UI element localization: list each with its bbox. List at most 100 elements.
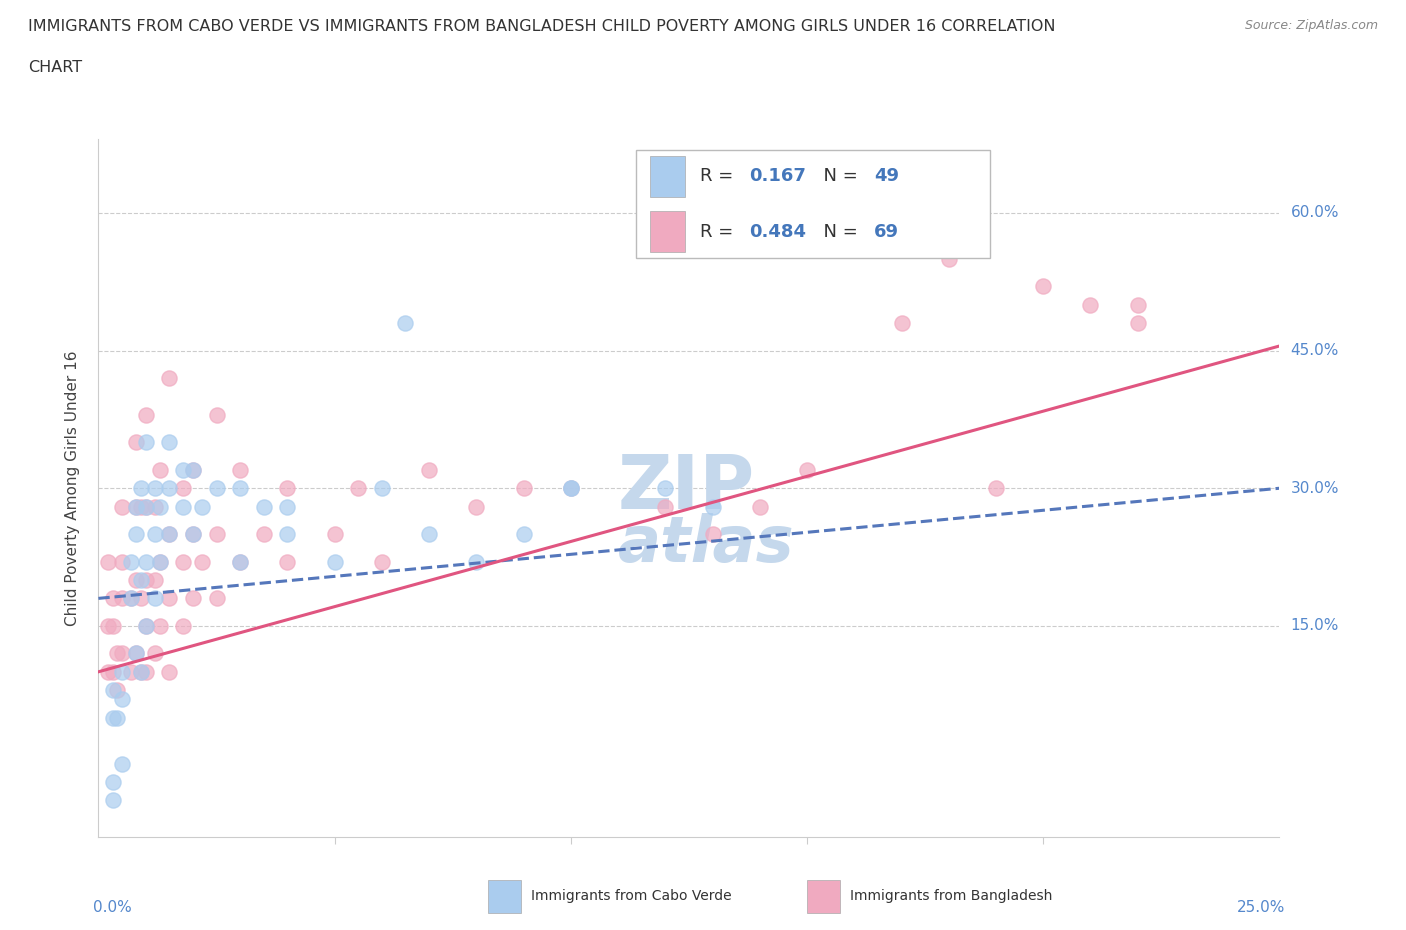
Point — [371, 481, 394, 496]
Point — [157, 526, 180, 541]
Point — [105, 683, 128, 698]
FancyBboxPatch shape — [807, 880, 841, 913]
Text: 15.0%: 15.0% — [1291, 618, 1339, 633]
Point — [143, 481, 166, 496]
Point — [105, 711, 128, 725]
Text: 0.167: 0.167 — [749, 167, 806, 185]
Point — [1080, 298, 1102, 312]
Text: R =: R = — [700, 222, 738, 241]
Point — [1126, 298, 1149, 312]
Point — [101, 711, 124, 725]
Point — [181, 591, 204, 605]
Point — [157, 591, 180, 605]
Text: CHART: CHART — [28, 60, 82, 75]
Point — [101, 775, 124, 790]
Point — [105, 646, 128, 661]
Point — [129, 591, 152, 605]
Point — [512, 481, 534, 496]
Text: R =: R = — [700, 167, 738, 185]
Point — [205, 481, 228, 496]
Point — [157, 481, 180, 496]
Point — [129, 664, 152, 679]
Point — [205, 591, 228, 605]
Text: 69: 69 — [875, 222, 900, 241]
Point — [149, 499, 172, 514]
FancyBboxPatch shape — [650, 211, 685, 253]
Point — [111, 756, 134, 771]
Point — [253, 526, 276, 541]
Point — [748, 499, 770, 514]
Point — [796, 462, 818, 477]
Point — [157, 435, 180, 450]
Point — [205, 526, 228, 541]
Text: 49: 49 — [875, 167, 900, 185]
Point — [465, 499, 488, 514]
Point — [157, 526, 180, 541]
Point — [111, 499, 134, 514]
Point — [135, 664, 157, 679]
FancyBboxPatch shape — [636, 150, 990, 259]
Point — [172, 554, 194, 569]
Point — [229, 554, 252, 569]
Point — [157, 371, 180, 386]
FancyBboxPatch shape — [650, 155, 685, 197]
Point — [418, 462, 440, 477]
Point — [229, 462, 252, 477]
Point — [97, 664, 120, 679]
Point — [149, 462, 172, 477]
Point — [560, 481, 582, 496]
Point — [135, 554, 157, 569]
Text: 0.0%: 0.0% — [93, 900, 131, 915]
Point — [347, 481, 370, 496]
Point — [560, 481, 582, 496]
Point — [135, 499, 157, 514]
Point — [143, 499, 166, 514]
Point — [654, 499, 676, 514]
Point — [181, 462, 204, 477]
Point — [135, 573, 157, 588]
Point — [135, 435, 157, 450]
Point — [654, 481, 676, 496]
Point — [121, 554, 143, 569]
Point — [111, 692, 134, 707]
Point — [253, 499, 276, 514]
Point — [276, 481, 298, 496]
Point — [984, 481, 1007, 496]
Point — [135, 618, 157, 633]
Point — [101, 618, 124, 633]
Point — [418, 526, 440, 541]
Point — [125, 646, 148, 661]
Point — [125, 499, 148, 514]
Point — [125, 526, 148, 541]
Point — [149, 554, 172, 569]
Text: 30.0%: 30.0% — [1291, 481, 1339, 496]
FancyBboxPatch shape — [488, 880, 522, 913]
Point — [101, 683, 124, 698]
Text: N =: N = — [811, 167, 863, 185]
Point — [702, 499, 724, 514]
Point — [181, 462, 204, 477]
Point — [191, 499, 214, 514]
Point — [111, 554, 134, 569]
Point — [143, 573, 166, 588]
Point — [149, 618, 172, 633]
Point — [101, 591, 124, 605]
Point — [143, 591, 166, 605]
Text: 60.0%: 60.0% — [1291, 206, 1339, 220]
Point — [101, 664, 124, 679]
Point — [111, 591, 134, 605]
Point — [323, 526, 346, 541]
Point — [371, 554, 394, 569]
Point — [1126, 315, 1149, 330]
Text: atlas: atlas — [619, 513, 794, 575]
Point — [135, 499, 157, 514]
Point — [125, 499, 148, 514]
Text: 0.484: 0.484 — [749, 222, 806, 241]
Point — [276, 526, 298, 541]
Point — [121, 591, 143, 605]
Point — [129, 573, 152, 588]
Point — [205, 407, 228, 422]
Point — [111, 664, 134, 679]
Point — [125, 646, 148, 661]
Point — [276, 554, 298, 569]
